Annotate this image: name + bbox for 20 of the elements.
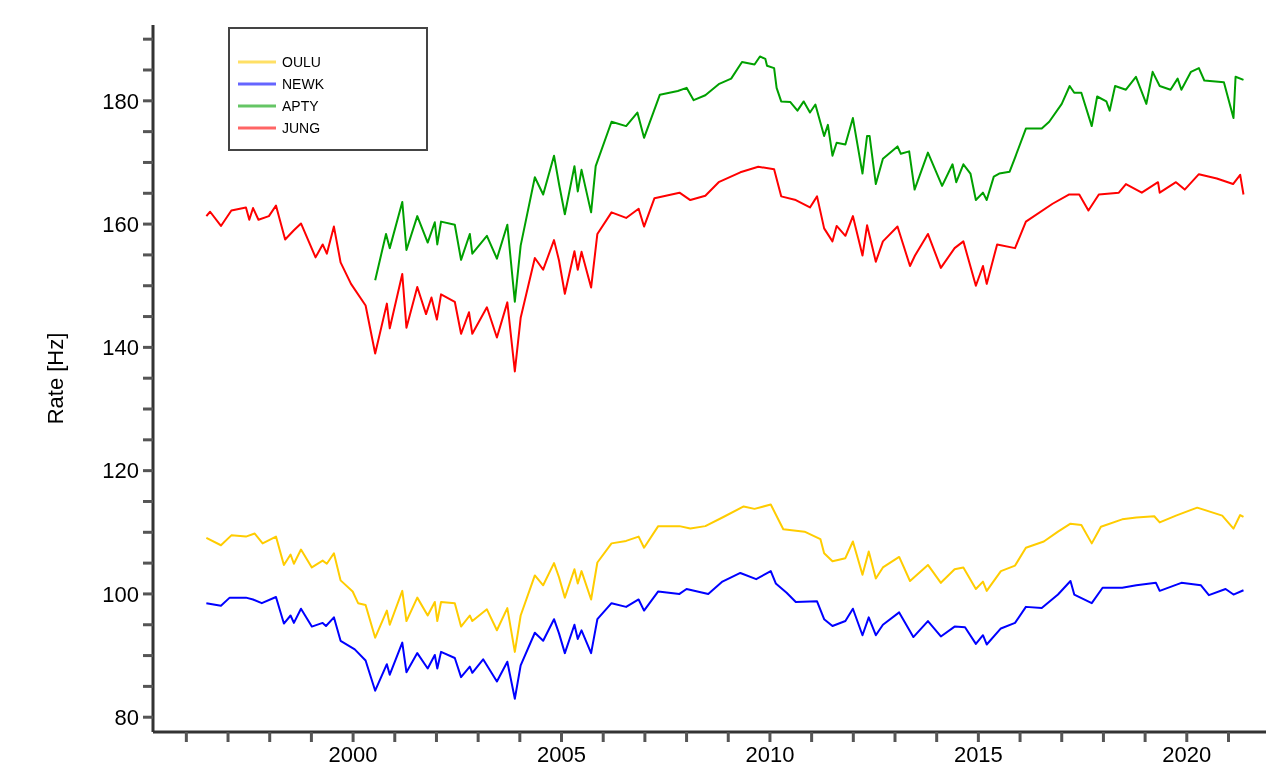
x-tick-label: 2000 xyxy=(328,741,378,767)
x-tick-label: 2010 xyxy=(745,741,795,767)
y-tick-label: 140 xyxy=(102,335,139,361)
line-series xyxy=(205,503,1245,653)
y-tick-label: 120 xyxy=(102,458,139,484)
legend-label: OULU xyxy=(282,54,321,70)
y-tick-label: 180 xyxy=(102,88,139,114)
y-tick-label: 80 xyxy=(114,705,139,731)
legend-label: NEWK xyxy=(282,76,324,92)
legend-label: APTY xyxy=(282,98,319,114)
x-tick-label: 2015 xyxy=(953,741,1003,767)
y-tick-label: 160 xyxy=(102,211,139,237)
line-series xyxy=(205,570,1245,700)
line-series xyxy=(374,55,1245,303)
y-tick-label: 100 xyxy=(102,581,139,607)
legend-label: JUNG xyxy=(282,120,321,136)
x-tick-label: 2005 xyxy=(537,741,586,767)
line-series xyxy=(205,165,1245,373)
y-axis-title: Rate [Hz] xyxy=(42,332,68,425)
x-tick-label: 2020 xyxy=(1162,741,1212,767)
